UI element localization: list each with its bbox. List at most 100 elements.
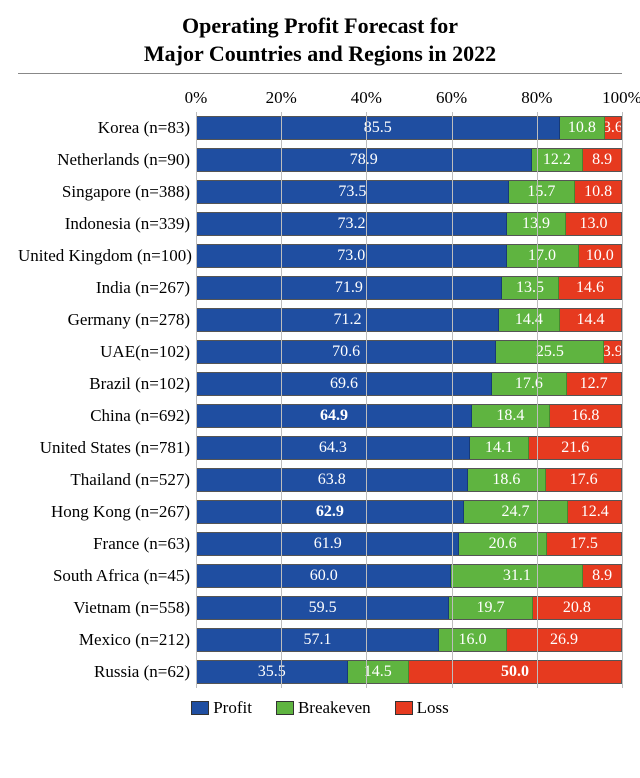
table-row: South Africa (n=45)60.031.18.9 <box>18 560 622 592</box>
table-row: Vietnam (n=558)59.519.720.8 <box>18 592 622 624</box>
bar-wrap: 61.920.617.5 <box>196 528 622 560</box>
bar-segment-breakeven: 15.7 <box>509 181 576 203</box>
bar-segment-loss: 14.4 <box>560 309 621 331</box>
chart-title-line2: Major Countries and Regions in 2022 <box>18 40 622 68</box>
bar-segment-loss: 17.6 <box>546 469 621 491</box>
legend-item-profit: Profit <box>191 698 252 718</box>
bar-wrap: 60.031.18.9 <box>196 560 622 592</box>
bar-wrap: 73.017.010.0 <box>196 240 622 272</box>
x-axis-tick: 40% <box>351 88 382 108</box>
bar-segment-breakeven: 14.4 <box>499 309 560 331</box>
bar-segment-breakeven: 13.9 <box>507 213 566 235</box>
bar-segment-loss: 10.8 <box>575 181 621 203</box>
bar-wrap: 71.913.514.6 <box>196 272 622 304</box>
x-axis-tick: 60% <box>436 88 467 108</box>
stacked-bar: 61.920.617.5 <box>196 532 622 556</box>
table-row: India (n=267)71.913.514.6 <box>18 272 622 304</box>
bar-segment-profit: 62.9 <box>197 501 464 523</box>
bar-wrap: 35.514.550.0 <box>196 656 622 688</box>
row-label: Singapore (n=388) <box>18 182 196 202</box>
bar-segment-breakeven: 14.1 <box>470 437 530 459</box>
table-row: Indonesia (n=339)73.213.913.0 <box>18 208 622 240</box>
bar-segment-breakeven: 17.6 <box>492 373 567 395</box>
stacked-bar: 64.918.416.8 <box>196 404 622 428</box>
bar-segment-profit: 35.5 <box>197 661 348 683</box>
bar-segment-loss: 13.0 <box>566 213 621 235</box>
bar-segment-profit: 69.6 <box>197 373 492 395</box>
bar-segment-loss: 26.9 <box>507 629 621 651</box>
table-row: Singapore (n=388)73.515.710.8 <box>18 176 622 208</box>
legend: ProfitBreakevenLoss <box>18 688 622 718</box>
table-row: Hong Kong (n=267)62.924.712.4 <box>18 496 622 528</box>
bar-segment-loss: 10.0 <box>579 245 621 267</box>
bar-segment-loss: 3.6 <box>605 117 620 139</box>
stacked-bar: 35.514.550.0 <box>196 660 622 684</box>
stacked-bar: 71.214.414.4 <box>196 308 622 332</box>
bar-segment-loss: 21.6 <box>529 437 621 459</box>
bar-segment-profit: 78.9 <box>197 149 532 171</box>
bar-segment-breakeven: 17.0 <box>507 245 579 267</box>
table-row: Russia (n=62)35.514.550.0 <box>18 656 622 688</box>
row-label: Netherlands (n=90) <box>18 150 196 170</box>
row-label: Brazil (n=102) <box>18 374 196 394</box>
bar-segment-loss: 20.8 <box>533 597 621 619</box>
bar-segment-profit: 71.2 <box>197 309 499 331</box>
bar-segment-breakeven: 10.8 <box>560 117 606 139</box>
bar-wrap: 64.314.121.6 <box>196 432 622 464</box>
stacked-bar: 73.213.913.0 <box>196 212 622 236</box>
bar-wrap: 78.912.28.9 <box>196 144 622 176</box>
bar-segment-loss: 50.0 <box>409 661 621 683</box>
bar-wrap: 69.617.612.7 <box>196 368 622 400</box>
row-label: Thailand (n=527) <box>18 470 196 490</box>
table-row: China (n=692)64.918.416.8 <box>18 400 622 432</box>
x-axis-tick: 100% <box>602 88 640 108</box>
row-label: France (n=63) <box>18 534 196 554</box>
bar-segment-profit: 59.5 <box>197 597 449 619</box>
bar-segment-loss: 12.4 <box>568 501 621 523</box>
table-row: Netherlands (n=90)78.912.28.9 <box>18 144 622 176</box>
bar-segment-profit: 71.9 <box>197 277 502 299</box>
row-label: India (n=267) <box>18 278 196 298</box>
bar-wrap: 70.625.53.9 <box>196 336 622 368</box>
stacked-bar: 60.031.18.9 <box>196 564 622 588</box>
bar-segment-breakeven: 31.1 <box>451 565 583 587</box>
x-axis-tick: 20% <box>266 88 297 108</box>
bar-segment-loss: 17.5 <box>547 533 621 555</box>
stacked-bar: 85.510.83.6 <box>196 116 622 140</box>
table-row: Germany (n=278)71.214.414.4 <box>18 304 622 336</box>
bar-segment-loss: 8.9 <box>583 149 621 171</box>
bar-segment-loss: 16.8 <box>550 405 621 427</box>
bar-wrap: 57.116.026.9 <box>196 624 622 656</box>
chart-rows: Korea (n=83)85.510.83.6Netherlands (n=90… <box>18 112 622 688</box>
stacked-bar: 57.116.026.9 <box>196 628 622 652</box>
bar-wrap: 73.515.710.8 <box>196 176 622 208</box>
bar-segment-loss: 14.6 <box>559 277 621 299</box>
x-axis-tick: 0% <box>185 88 208 108</box>
row-label: Korea (n=83) <box>18 118 196 138</box>
table-row: Brazil (n=102)69.617.612.7 <box>18 368 622 400</box>
x-axis: 0%20%40%60%80%100% <box>18 78 622 112</box>
row-label: Indonesia (n=339) <box>18 214 196 234</box>
stacked-bar: 71.913.514.6 <box>196 276 622 300</box>
stacked-bar: 70.625.53.9 <box>196 340 622 364</box>
stacked-bar: 63.818.617.6 <box>196 468 622 492</box>
table-row: Korea (n=83)85.510.83.6 <box>18 112 622 144</box>
bar-segment-breakeven: 12.2 <box>532 149 584 171</box>
bar-segment-profit: 63.8 <box>197 469 468 491</box>
legend-swatch <box>395 701 413 715</box>
bar-segment-breakeven: 25.5 <box>496 341 604 363</box>
stacked-bar: 59.519.720.8 <box>196 596 622 620</box>
bar-segment-loss: 12.7 <box>567 373 621 395</box>
chart-title: Operating Profit Forecast for Major Coun… <box>18 12 622 74</box>
row-label: United States (n=781) <box>18 438 196 458</box>
row-label: UAE(n=102) <box>18 342 196 362</box>
bar-segment-profit: 85.5 <box>197 117 560 139</box>
row-label: United Kingdom (n=100) <box>18 246 196 266</box>
row-label: South Africa (n=45) <box>18 566 196 586</box>
bar-segment-profit: 60.0 <box>197 565 451 587</box>
bar-wrap: 64.918.416.8 <box>196 400 622 432</box>
bar-segment-breakeven: 19.7 <box>449 597 533 619</box>
row-label: Vietnam (n=558) <box>18 598 196 618</box>
bar-segment-breakeven: 24.7 <box>464 501 569 523</box>
bar-segment-breakeven: 18.6 <box>468 469 547 491</box>
